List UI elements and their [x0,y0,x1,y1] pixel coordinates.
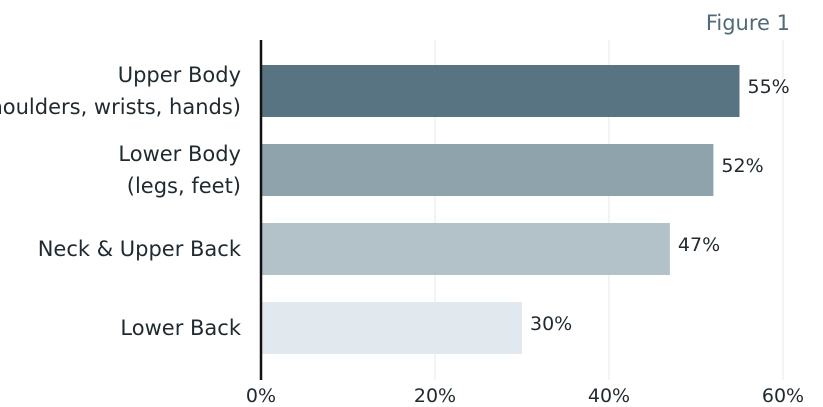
x-tick-label: 20% [414,385,456,407]
category-label: Upper Body [118,63,241,87]
bar [261,223,670,275]
category-labels: Upper Body (shoulders, wrists, hands) Lowe… [0,63,242,340]
bar [261,65,740,117]
category-label: Lower Back [120,316,241,340]
value-label: 47% [678,234,720,256]
bars [261,65,740,354]
value-label: 30% [530,313,572,335]
category-label: Neck & Upper Back [38,237,242,261]
x-tick-label: 0% [246,385,276,407]
x-tick-label: 40% [588,385,630,407]
value-labels: 55% 52% 47% 30% [530,76,790,335]
bar [261,144,714,196]
category-label: Lower Body [118,142,241,166]
x-tick-label: 60% [762,385,804,407]
value-label: 55% [748,76,790,98]
bar [261,302,522,354]
figure-label: Figure 1 [706,11,790,35]
category-label: (shoulders, wrists, hands) [0,95,241,119]
category-label: (legs, feet) [127,174,241,198]
value-label: 52% [721,155,763,177]
x-axis-ticks: 0% 20% 40% 60% [246,385,804,407]
